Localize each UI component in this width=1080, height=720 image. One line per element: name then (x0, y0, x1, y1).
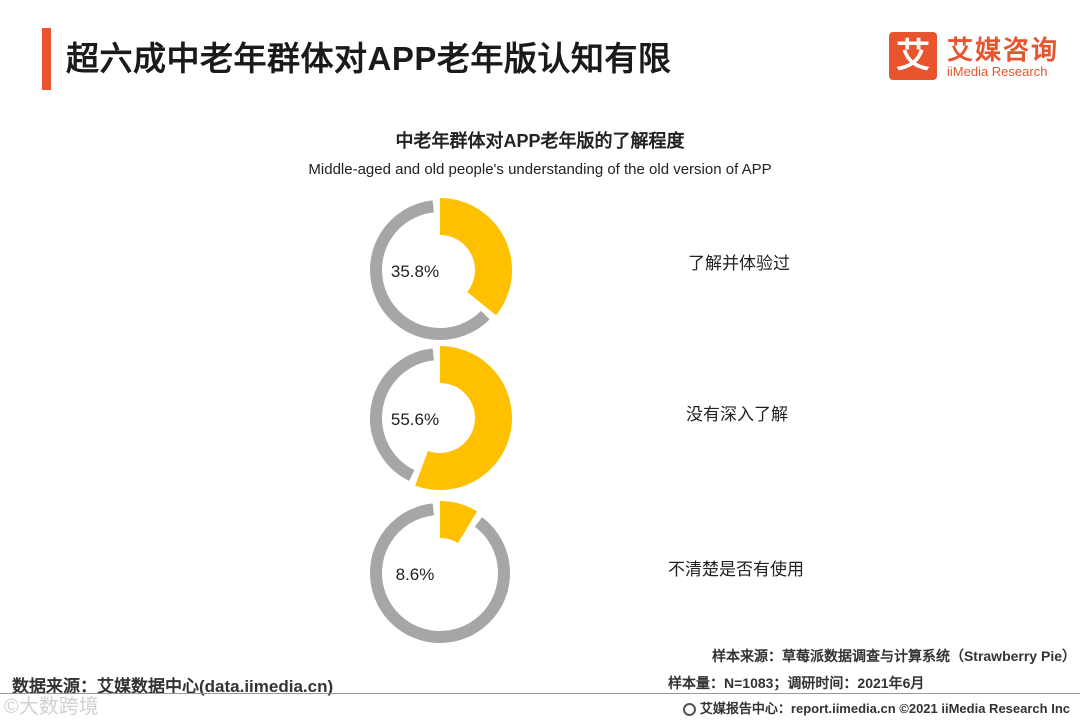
donut-value-label: 55.6% (391, 410, 439, 429)
logo-en-text: iiMedia Research (947, 64, 1048, 79)
donut-value-label: 8.6% (396, 565, 435, 584)
logo-cn-text: 艾媒咨询 (947, 35, 1060, 65)
donut-category-label: 了解并体验过 (688, 254, 790, 274)
iimedia-logo: 艾 艾媒咨询 iiMedia Research (889, 30, 1069, 86)
donut-remainder-arc (370, 200, 490, 340)
donut-remainder-arc (370, 503, 510, 643)
donut-category-label: 不清楚是否有使用 (668, 559, 804, 580)
page-title: 超六成中老年群体对APP老年版认知有限 (66, 40, 672, 77)
title-accent-bar (42, 28, 51, 90)
data-source: 数据来源：艾媒数据中心(data.iimedia.cn) (12, 677, 334, 696)
donut-3: 8.6% 不清楚是否有使用 (370, 501, 804, 643)
report-center: 艾媒报告中心：report.iimedia.cn ©2021 iiMedia R… (682, 698, 1070, 717)
donut-remainder-arc (370, 348, 435, 481)
donut-category-label: 没有深入了解 (686, 405, 788, 425)
logo-mark: 艾 (889, 32, 937, 80)
footer-divider (0, 693, 1080, 694)
sample-size: 样本量：N=1083；调研时间：2021年6月 (668, 675, 925, 691)
donut-highlight-arc (415, 346, 512, 490)
sample-source: 样本来源：草莓派数据调查与计算系统（Strawberry Pie） (711, 648, 1076, 664)
donut-highlight-arc (440, 501, 478, 543)
watermark: ©大数跨境 (4, 696, 99, 718)
donut-value-label: 35.8% (391, 262, 439, 281)
chart-title: 中老年群体对APP老年版的了解程度 (395, 131, 685, 151)
globe-icon (682, 703, 696, 716)
donut-2: 55.6% 没有深入了解 (370, 346, 788, 490)
chart-subtitle: Middle-aged and old people's understandi… (308, 161, 772, 178)
donut-highlight-arc (440, 198, 512, 316)
donut-1: 35.8% 了解并体验过 (370, 198, 790, 340)
report-center-text: 艾媒报告中心：report.iimedia.cn ©2021 iiMedia R… (699, 701, 1070, 716)
